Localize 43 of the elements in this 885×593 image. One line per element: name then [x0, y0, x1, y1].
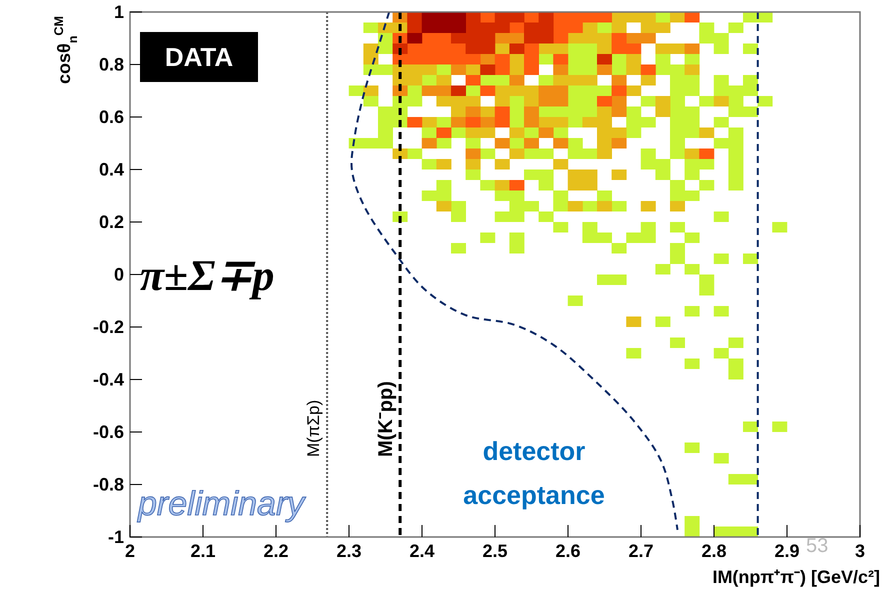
annotation: DATA [164, 42, 234, 72]
x-tick-label: 2.8 [701, 541, 727, 561]
point [597, 12, 612, 22]
x-tick-label: 2 [124, 541, 136, 561]
point [451, 86, 466, 96]
point [451, 33, 466, 44]
y-tick-label: -0.6 [92, 422, 124, 442]
x-tick-label: 2.5 [482, 541, 508, 561]
x-tick-label: 2.2 [263, 541, 289, 561]
annotation: π±Σ∓p [140, 251, 274, 300]
annotation: preliminary [137, 485, 306, 523]
x-tick-label: 2.9 [774, 541, 800, 561]
x-tick-label: 2.4 [409, 541, 435, 561]
point [451, 64, 466, 75]
x-tick-label: 2.3 [336, 541, 362, 561]
x-tick-label: 2.6 [555, 541, 581, 561]
point [597, 64, 612, 75]
x-tick-label: 2.7 [628, 541, 654, 561]
y-tick-label: -0.8 [92, 474, 124, 494]
point [524, 64, 539, 75]
ref-line-label: M(K⁻pp) [375, 381, 398, 457]
y-tick-label: -1 [108, 527, 124, 547]
point [524, 138, 539, 148]
ref-line-label: M(πΣp) [304, 400, 324, 457]
y-tick-label: 0.8 [98, 54, 124, 74]
y-tick-label: 0 [114, 264, 124, 284]
annotation: 53 [806, 535, 828, 557]
point [524, 117, 539, 128]
point [597, 96, 612, 106]
point [597, 54, 612, 64]
x-axis-title: IM(npπ⁺π⁻) [GeV/c²] [712, 567, 880, 587]
point [524, 106, 539, 117]
y-tick-label: 0.4 [98, 160, 124, 180]
point [524, 44, 539, 54]
annotation: detector acceptance [463, 436, 605, 510]
y-tick-label: -0.2 [92, 317, 124, 337]
y-tick-label: 1 [114, 2, 124, 22]
point [451, 117, 466, 128]
y-tick-label: 0.6 [98, 107, 124, 127]
x-tick-label: 3 [854, 541, 866, 561]
x-tick-label: 2.1 [190, 541, 216, 561]
y-tick-label: 0.2 [98, 212, 124, 232]
y-tick-label: -0.4 [92, 370, 124, 390]
